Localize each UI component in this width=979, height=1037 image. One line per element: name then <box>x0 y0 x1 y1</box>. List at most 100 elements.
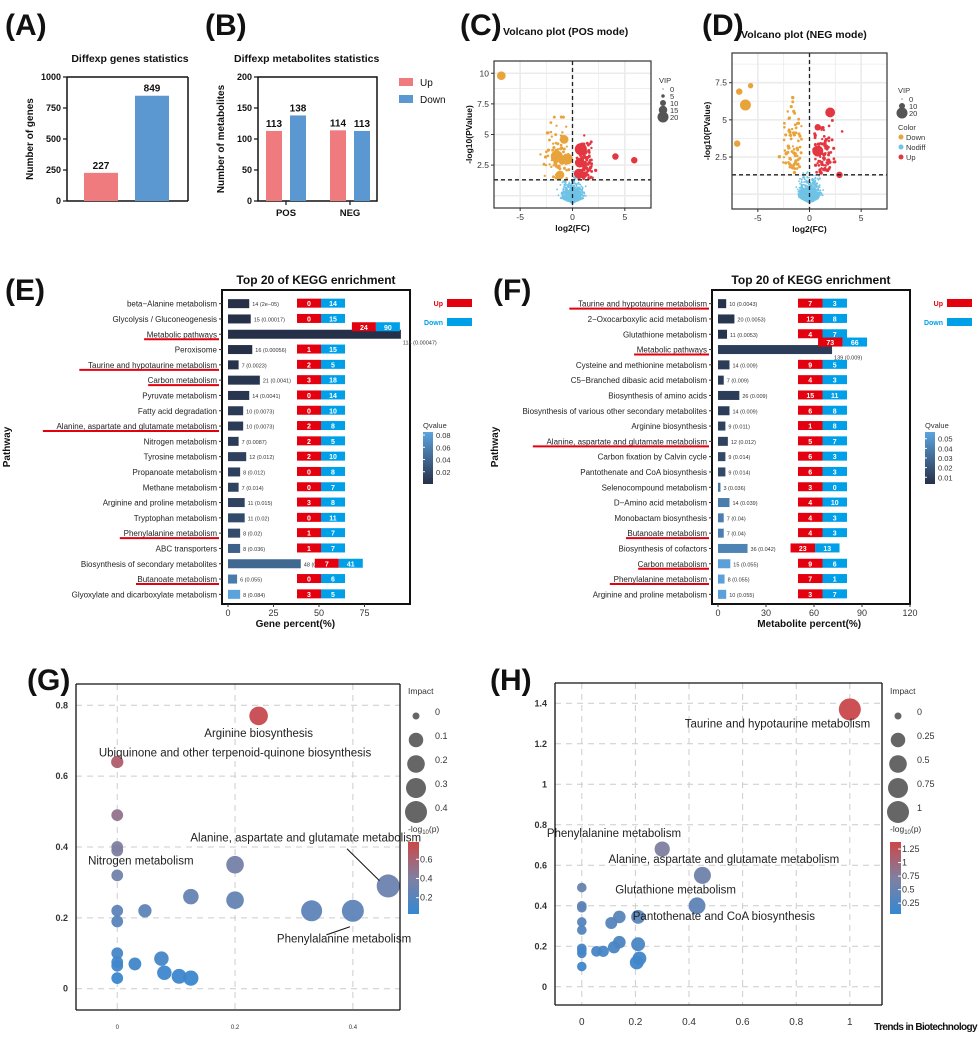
enrichment-bar <box>718 345 833 355</box>
chart-title: Volcano plot (NEG mode) <box>741 29 867 41</box>
nodiff-point <box>567 186 570 189</box>
y-tick-label: 0.6 <box>534 860 547 870</box>
pathway-annotation: Arginine biosynthesis <box>204 728 313 740</box>
down-count-label: 3 <box>833 515 837 522</box>
highlight-point-up <box>825 107 836 118</box>
color-legend-dot-down <box>898 134 904 140</box>
count-qvalue-label: 7 (0.0087) <box>242 440 267 446</box>
pathway-annotation: Ubiquinone and other terpenoid-quinone b… <box>99 748 372 760</box>
up-point <box>830 138 834 142</box>
vip-legend-dot <box>896 107 908 119</box>
down-point <box>554 133 558 136</box>
down-point <box>795 146 799 150</box>
nodiff-point <box>564 184 566 187</box>
pathway-bubble <box>693 866 711 884</box>
pathway-label: Carbon fixation by Calvin cycle <box>598 453 708 462</box>
down-point <box>782 121 786 125</box>
nodiff-point <box>556 188 559 191</box>
down-count-bar <box>822 390 847 400</box>
down-count-bar <box>321 543 345 553</box>
nodiff-point <box>814 184 817 187</box>
up-count-label: 3 <box>307 378 311 385</box>
down-count-label: 7 <box>833 592 837 599</box>
down-point <box>782 138 786 142</box>
nodiff-point <box>801 185 803 188</box>
down-point <box>786 144 791 148</box>
vip-legend-title: VIP <box>898 86 910 95</box>
pathway-row: Carbon metabolism 21 (0.0041) 3 18 <box>148 375 345 387</box>
down-point <box>788 130 792 134</box>
vip-legend-label: 0 <box>670 85 674 94</box>
pathway-row: Phenylalanine metabolism 8 (0.055) 7 1 <box>609 574 847 586</box>
bar-value-label: 849 <box>144 84 161 95</box>
down-point <box>798 156 802 160</box>
count-qvalue-label: 6 (0.055) <box>240 578 262 584</box>
pathway-label: Arginine and proline metabolism <box>593 590 708 599</box>
down-count-bar <box>822 436 847 446</box>
count-qvalue-label: 11 (0.015) <box>248 501 273 507</box>
y-tick-label: 200 <box>237 72 252 82</box>
up-count-bar <box>798 497 823 507</box>
legend-label-down: Down <box>424 320 443 327</box>
vip-legend-label: 0 <box>909 95 913 104</box>
enrichment-bar <box>718 452 726 462</box>
x-tick-label: 1 <box>847 1017 853 1028</box>
nodiff-point <box>560 192 563 195</box>
panel-label-e: (E) <box>5 274 45 307</box>
legend-swatch-up <box>947 299 972 307</box>
down-count-bar <box>321 482 345 492</box>
nodiff-point <box>812 198 814 201</box>
down-count-bar <box>321 344 345 354</box>
pathway-bubble <box>629 955 644 970</box>
enrichment-bar <box>718 436 728 446</box>
nodiff-point <box>580 185 583 188</box>
color-legend-title: -log10(p) <box>890 824 921 836</box>
down-count-label: 10 <box>329 454 337 461</box>
up-count-label: 0 <box>307 393 311 400</box>
highlight-point-down <box>739 99 751 111</box>
nodiff-point <box>582 194 585 197</box>
annotation-leader-line <box>326 926 351 936</box>
count-qvalue-label: 26 (0.009) <box>742 394 767 400</box>
legend-label-down: Down <box>924 320 943 327</box>
down-point <box>799 151 803 155</box>
y-tick-label: 0.2 <box>534 941 547 951</box>
down-count-bar <box>822 451 847 461</box>
nodiff-point <box>803 196 806 199</box>
up-count-label: 23 <box>799 546 807 553</box>
nodiff-point <box>572 193 575 195</box>
down-point <box>556 148 560 151</box>
nodiff-point <box>561 194 564 196</box>
down-point <box>798 134 802 138</box>
highlight-point-up <box>812 145 824 157</box>
pathway-row: Taurine and hypotaurine metabolism 10 (0.… <box>569 298 847 310</box>
legend-swatch-up <box>447 299 472 307</box>
up-count-bar <box>297 543 321 553</box>
down-point <box>792 147 796 151</box>
down-point <box>556 142 560 145</box>
up-count-label: 4 <box>808 500 812 507</box>
down-count-label: 13 <box>823 546 831 553</box>
vip-legend-label: 10 <box>670 99 678 108</box>
nodiff-point <box>810 183 813 185</box>
down-point <box>555 124 558 127</box>
down-point <box>797 117 801 121</box>
up-point <box>584 171 588 175</box>
enrichment-bar <box>718 589 727 599</box>
nodiff-point <box>805 172 808 175</box>
down-point <box>795 163 799 166</box>
pathway-label: Nitrogen metabolism <box>144 437 218 446</box>
down-count-bar <box>822 497 847 507</box>
nodiff-point <box>797 191 800 193</box>
down-count-label: 6 <box>331 577 335 584</box>
nodiff-point <box>805 190 808 193</box>
down-count-label: 5 <box>833 362 837 369</box>
enrichment-bar <box>718 360 730 370</box>
down-point <box>796 121 799 125</box>
legend-swatch-up <box>399 78 413 86</box>
up-count-bar <box>351 322 376 332</box>
x-axis-label: log2(FC) <box>555 223 590 233</box>
pathway-bubble <box>577 948 587 959</box>
pathway-row: Selenocompound metabolism 3 (0.036) 3 0 <box>602 482 847 492</box>
plot-frame <box>711 289 911 605</box>
